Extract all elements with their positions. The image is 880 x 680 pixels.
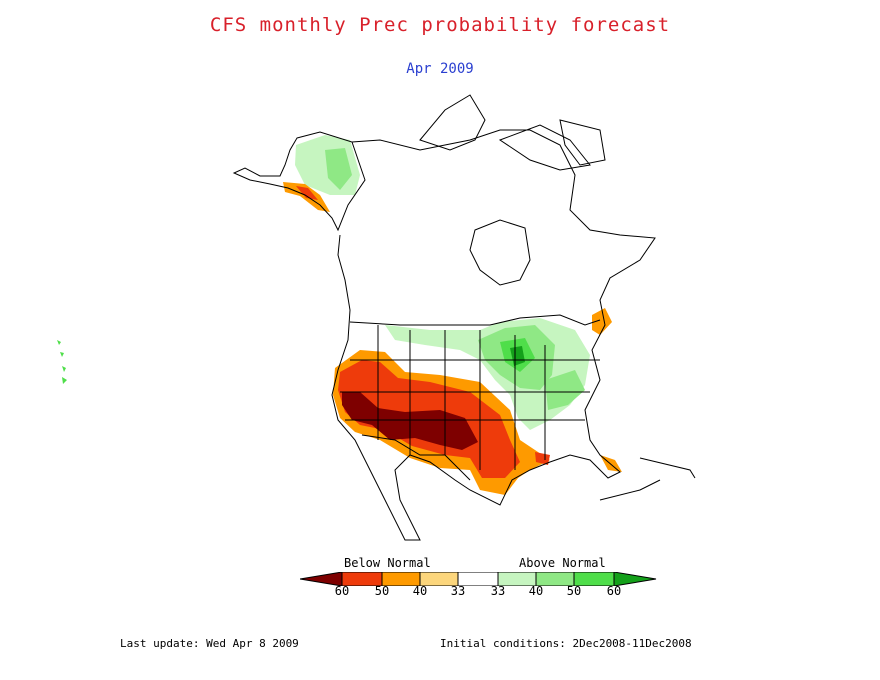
probability-colorbar bbox=[300, 572, 657, 586]
colorbar-tick-label: 60 bbox=[606, 584, 622, 598]
colorbar-above-40-50 bbox=[536, 572, 574, 586]
colorbar-tick-label: 33 bbox=[450, 584, 466, 598]
colorbar-above-60-plus bbox=[614, 572, 656, 586]
coastlines-and-borders bbox=[232, 94, 696, 541]
colorbar-above-50-60 bbox=[574, 572, 614, 586]
colorbar-near-normal bbox=[458, 572, 498, 586]
colorbar-tick-label: 33 bbox=[490, 584, 506, 598]
colorbar-below-40-50 bbox=[382, 572, 420, 586]
colorbar-below-33-40 bbox=[420, 572, 458, 586]
last-update-text: Last update: Wed Apr 8 2009 bbox=[120, 637, 299, 650]
probability-shading bbox=[57, 135, 622, 495]
colorbar-tick-label: 60 bbox=[334, 584, 350, 598]
map-title: CFS monthly Prec probability forecast bbox=[209, 14, 671, 36]
legend-above-normal-label: Above Normal bbox=[519, 556, 606, 570]
colorbar-below-60-plus bbox=[300, 572, 342, 586]
forecast-month: Apr 2009 bbox=[406, 61, 474, 77]
colorbar-above-33-40 bbox=[498, 572, 536, 586]
legend-below-normal-label: Below Normal bbox=[344, 556, 431, 570]
colorbar-tick-label: 50 bbox=[566, 584, 582, 598]
north-america-map bbox=[57, 94, 696, 541]
colorbar-tick-label: 50 bbox=[374, 584, 390, 598]
colorbar-below-50-60 bbox=[342, 572, 382, 586]
initial-conditions-text: Initial conditions: 2Dec2008-11Dec2008 bbox=[440, 637, 692, 650]
colorbar-tick-label: 40 bbox=[412, 584, 428, 598]
colorbar-tick-label: 40 bbox=[528, 584, 544, 598]
